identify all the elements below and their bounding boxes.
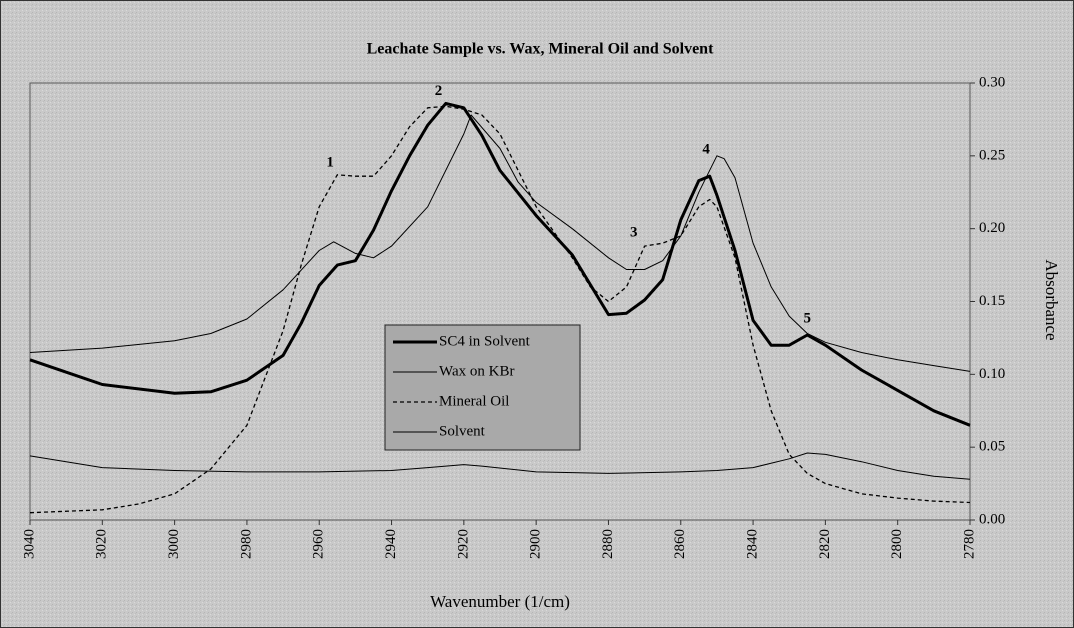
chart-title: Leachate Sample vs. Wax, Mineral Oil and… (367, 41, 715, 58)
annotation: 3 (630, 224, 638, 240)
legend-label: Solvent (439, 423, 486, 439)
legend-label: Mineral Oil (439, 393, 509, 409)
x-tick-label: 2780 (961, 529, 977, 559)
annotation: 4 (702, 141, 710, 157)
legend-label: Wax on KBr (439, 363, 514, 379)
x-tick-label: 2980 (238, 529, 254, 559)
y-tick-label: 0.10 (979, 366, 1005, 382)
x-tick-label: 3000 (166, 529, 182, 559)
series-line (29, 114, 971, 372)
x-tick-label: 2940 (383, 529, 399, 559)
x-axis-label: Wavenumber (1/cm) (430, 592, 570, 611)
series-line (29, 101, 971, 427)
series-line (29, 452, 971, 480)
annotation: 1 (326, 155, 334, 171)
legend: SC4 in Solvent Wax on KBr Mineral Oil Solve… (384, 324, 581, 451)
annotation: 5 (804, 310, 812, 326)
x-tick-label: 2800 (889, 529, 905, 559)
x-tick-label: 3040 (21, 529, 37, 559)
x-tick-label: 3020 (94, 529, 110, 559)
y-tick-label: 0.05 (979, 439, 1005, 455)
y-tick-label: 0.20 (979, 220, 1005, 236)
y-tick-label: 0.15 (979, 293, 1005, 309)
x-tick-label: 2900 (528, 529, 544, 559)
x-tick-label: 2820 (817, 529, 833, 559)
x-tick-label: 2880 (600, 529, 616, 559)
y-tick-label: 0.00 (979, 511, 1005, 527)
x-tick-label: 2920 (455, 529, 471, 559)
x-tick-label: 2860 (672, 529, 688, 559)
x-tick-label: 2840 (745, 529, 761, 559)
legend-label: SC4 in Solvent (439, 333, 531, 349)
x-tick-label: 2960 (311, 529, 327, 559)
y-tick-label: 0.25 (979, 147, 1005, 163)
y-tick-label: 0.30 (979, 74, 1005, 90)
series-line (29, 105, 971, 514)
legend-box (384, 324, 581, 451)
annotation: 2 (435, 83, 443, 99)
y-axis-label: Absorbance (1042, 259, 1061, 340)
